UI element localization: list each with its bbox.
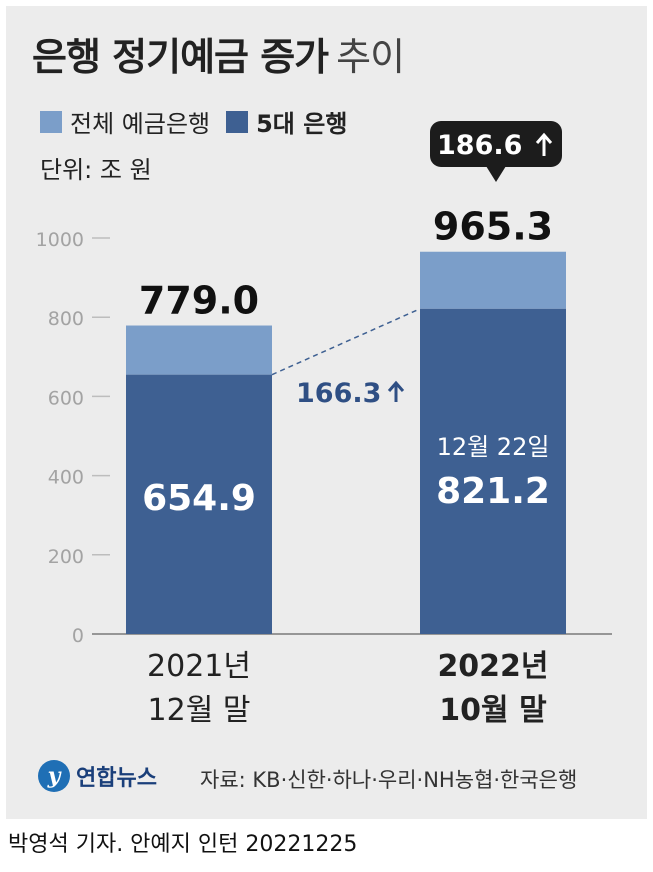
legend-swatch-top5 [226,110,249,133]
y-tick-label-600: 600 [48,387,84,409]
increase-inner-arrow-icon [387,380,405,402]
category-label-1-line2: 10월 말 [439,693,547,728]
bar-total-segment-1 [420,251,566,309]
total-label-0: 779.0 [139,279,259,323]
inner-label-0: 654.9 [142,478,256,519]
category-label-0-line2: 12월 말 [148,693,251,728]
increase-inner-label: 166.3 [296,378,381,409]
increase-connector-line [271,308,421,376]
y-tick-label-800: 800 [48,308,84,330]
legend-label-top5: 5대 은행 [256,110,348,138]
logo-badge-icon: y [38,760,70,792]
category-label-0-line1: 2021년 [147,649,251,684]
legend-item-top5: 5대 은행 [226,104,347,139]
y-tick-label-200: 200 [48,546,84,568]
bar-top5-segment-1 [420,308,566,634]
source-text: 자료: KB·신한·하나·우리·NH농협·한국은행 [200,768,578,792]
chart-title: 은행 정기예금 증가 추이 [32,26,405,81]
legend: 전체 예금은행 5대 은행 [40,104,363,139]
inner-sublabel-1: 12월 22일 [437,433,550,461]
increase-callout-pointer [486,166,506,182]
y-tick-label-0: 0 [72,625,84,647]
title-light: 추이 [336,35,405,79]
legend-label-total: 전체 예금은행 [70,110,211,138]
y-tick-label-400: 400 [48,467,84,489]
total-label-1: 965.3 [433,205,553,249]
increase-callout-bubble [430,121,562,167]
inner-label-1: 821.2 [436,471,550,512]
yonhap-logo: y 연합뉴스 [38,760,157,792]
logo-text: 연합뉴스 [76,766,157,791]
unit-label: 단위: 조 원 [40,156,152,184]
increase-callout-arrow-icon [535,132,553,156]
bar-top5-segment-0 [126,374,272,634]
category-label-1-line1: 2022년 [437,649,548,684]
legend-item-total: 전체 예금은행 [40,104,210,139]
y-tick-label-1000: 1000 [36,229,84,251]
title-strong: 은행 정기예금 증가 [32,35,329,79]
credit-text: 박영석 기자. 안예지 인턴 20221225 [8,832,358,857]
increase-callout-label: 186.6 [437,130,522,161]
bar-total-segment-0 [126,325,272,375]
legend-swatch-total [40,110,62,133]
